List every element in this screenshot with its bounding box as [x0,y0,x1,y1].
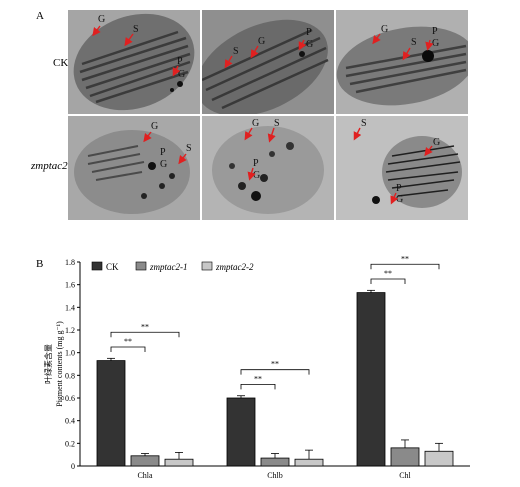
tile-label: P [177,56,183,67]
tile-label: S [274,118,280,129]
y-tick-label: 1.8 [65,258,75,267]
tile-label: G [306,39,314,50]
micrograph-ck-3 [336,10,468,114]
significance-bracket [110,346,146,352]
tile-label: P [306,27,312,38]
tile-label: P [396,183,402,194]
y-tick-label: 0.4 [65,417,75,426]
tile-label: P [432,26,438,37]
legend-swatch [91,261,103,271]
bar-zmptac2-1-Chlb [260,457,290,467]
bar-zmptac2-2-Chlb [294,458,324,467]
tile-label: P [160,147,166,158]
tile-label: S [233,46,239,57]
legend-label: zmptac2-2 [215,262,254,272]
significance-bracket [370,278,406,284]
bar-zmptac2-2-Chla [164,458,194,467]
legend-swatch [135,261,147,271]
tile-label: G [160,159,168,170]
tile-label: S [133,24,139,35]
micrograph-ck-2 [202,10,334,114]
significance-label: ** [124,337,132,346]
x-tick-label: Chl [399,471,411,480]
significance-bracket [240,369,310,375]
micrograph-image [202,10,334,114]
y-axis-label: Pigment contents (mg g⁻¹) [55,321,64,407]
x-tick-label: Chlb [267,471,283,480]
significance-label: ** [141,322,149,331]
tile-label: G [253,170,261,181]
micrograph-image [68,10,200,114]
micrograph-image [68,116,200,220]
significance-bracket [240,384,276,390]
tile-label: S [411,37,417,48]
y-tick-label: 1.0 [65,349,75,358]
legend-swatch [201,261,213,271]
bar-zmptac2-1-Chl [390,447,420,467]
significance-label: ** [401,254,409,263]
micrograph-image [336,10,468,114]
panel-b-letter: B [36,258,44,270]
row-label-zmptac2: zmptac2 [31,160,68,172]
tile-label: G [151,121,159,132]
y-tick-label: 1.2 [65,326,75,335]
tile-label: G [381,24,389,35]
row-label-ck: CK [53,57,69,69]
bar-CK-Chla [96,360,126,467]
bar-CK-Chl [356,292,386,467]
tile-label: G [178,69,186,80]
y-axis-label-cn: 叶绿素含量 [43,344,53,384]
tile-label: S [186,143,192,154]
tile-label: G [433,137,441,148]
tile-label: G [258,36,266,47]
y-tick-label: 1.6 [65,281,75,290]
significance-bracket [110,331,180,338]
significance-label: ** [271,360,279,369]
y-tick-label: 0.8 [65,371,75,380]
micrograph-image [202,116,334,220]
tile-label: G [252,118,260,129]
significance-bracket [370,263,440,270]
micrograph-mutant-1 [68,116,200,220]
tile-label: S [361,118,367,129]
tile-label: G [396,194,404,205]
y-tick-label: 0.2 [65,439,75,448]
tile-label: G [432,38,440,49]
significance-label: ** [254,374,262,383]
legend-label: zmptac2-1 [149,262,188,272]
y-tick-label: 0.6 [65,394,75,403]
micrograph-ck-1 [68,10,200,114]
panel-a-letter: A [36,10,44,22]
legend-label: CK [106,262,119,272]
tile-label: P [253,158,259,169]
significance-label: ** [384,269,392,278]
x-tick-label: Chla [137,471,153,480]
tile-label: G [98,14,106,25]
micrograph-mutant-2 [202,116,334,220]
y-tick-label: 0 [71,462,75,471]
bar-CK-Chlb [226,397,256,467]
y-tick-label: 1.4 [65,303,75,312]
bar-zmptac2-2-Chl [424,450,454,467]
bar-zmptac2-1-Chla [130,455,160,467]
